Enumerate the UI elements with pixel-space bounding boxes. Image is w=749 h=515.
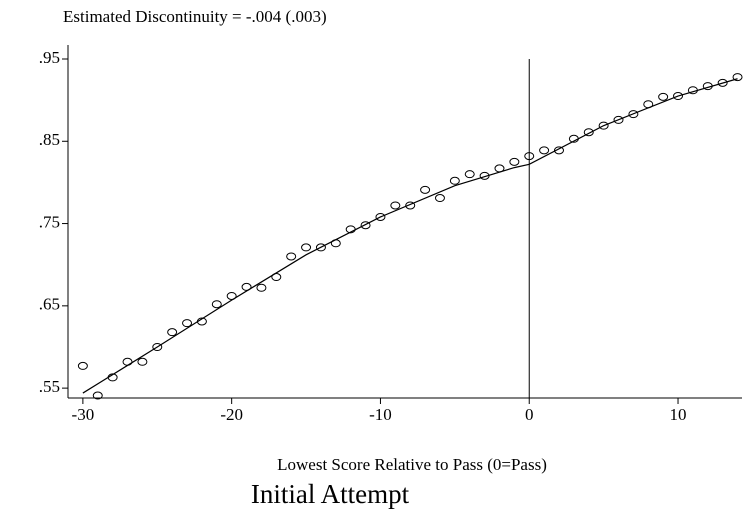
y-tick-label: .85 (39, 130, 60, 149)
point (286, 252, 297, 261)
point (464, 170, 475, 179)
point (673, 92, 684, 101)
point (539, 146, 550, 155)
point (658, 92, 669, 101)
y-tick-label: .55 (39, 377, 60, 396)
x-tick-label: 0 (525, 405, 534, 424)
caption: Initial Attempt (251, 479, 410, 509)
y-tick-label: .65 (39, 295, 60, 314)
point (360, 221, 371, 230)
x-tick-label: -10 (369, 405, 392, 424)
point (390, 201, 401, 210)
point (122, 357, 133, 366)
fit-line (82, 78, 738, 394)
point (167, 328, 178, 337)
x-tick-label: -20 (220, 405, 243, 424)
point (256, 283, 267, 292)
chart-title: Estimated Discontinuity = -.004 (.003) (63, 7, 327, 26)
point (137, 357, 148, 366)
x-axis-label: Lowest Score Relative to Pass (0=Pass) (277, 455, 547, 474)
point (509, 157, 520, 166)
point (524, 152, 535, 161)
point (583, 128, 594, 137)
point (732, 73, 743, 82)
point (628, 110, 639, 119)
point (420, 185, 431, 194)
point (92, 391, 103, 400)
point (182, 319, 193, 328)
point (553, 146, 564, 155)
point (77, 361, 88, 370)
point (717, 78, 728, 87)
point (598, 121, 609, 130)
y-tick-label: .95 (39, 48, 60, 67)
y-tick-label: .75 (39, 212, 60, 231)
point (434, 194, 445, 203)
point (375, 212, 386, 221)
point (315, 243, 326, 252)
x-tick-label: -30 (72, 405, 95, 424)
x-tick-label: 10 (670, 405, 687, 424)
point (301, 243, 312, 252)
point (613, 115, 624, 124)
point (152, 342, 163, 351)
point (449, 176, 460, 185)
point (211, 300, 222, 309)
point (405, 201, 416, 210)
